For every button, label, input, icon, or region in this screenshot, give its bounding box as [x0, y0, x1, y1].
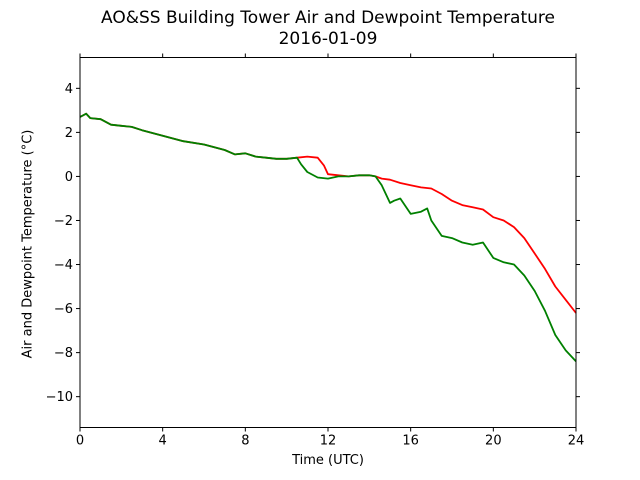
x-tick-label: 24 — [568, 434, 585, 449]
series-line-1 — [79, 112, 577, 314]
x-tick-label: 16 — [402, 434, 419, 449]
y-tick-label: −6 — [54, 302, 73, 317]
y-tick-label: 4 — [65, 82, 73, 97]
x-tick-label: 0 — [76, 434, 84, 449]
plot-frame — [79, 57, 577, 428]
x-tick-label: 8 — [241, 434, 249, 449]
y-tick-label: −8 — [54, 346, 73, 361]
y-axis-label: Air and Dewpoint Temperature (°C) — [20, 129, 36, 359]
chart-subtitle: 2016-01-09 — [278, 29, 378, 49]
x-tick-label: 12 — [320, 434, 337, 449]
x-tick-label: 4 — [159, 434, 167, 449]
chart-title: AO&SS Building Tower Air and Dewpoint Te… — [100, 8, 555, 28]
x-axis-label: Time (UTC) — [292, 453, 364, 468]
y-tick-label: −2 — [54, 214, 73, 229]
y-tick-label: −4 — [54, 258, 73, 273]
y-tick-label: 2 — [65, 126, 73, 141]
y-tick-label: 0 — [65, 170, 73, 185]
series-layer — [79, 112, 577, 363]
y-tick-label: −10 — [46, 390, 73, 405]
x-tick-label: 20 — [485, 434, 502, 449]
series-line-2 — [79, 112, 577, 363]
